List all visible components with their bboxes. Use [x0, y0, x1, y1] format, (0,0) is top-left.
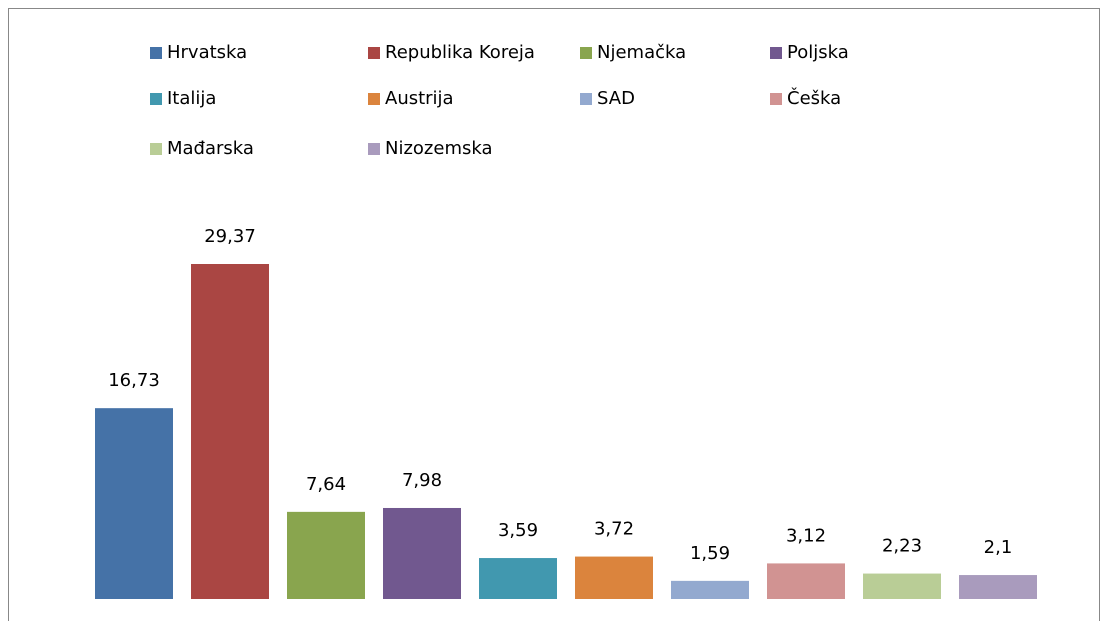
bar [479, 558, 557, 599]
legend-swatch [580, 93, 592, 105]
legend-swatch [368, 143, 380, 155]
data-label: 29,37 [204, 226, 256, 247]
bar [191, 264, 269, 599]
data-label: 7,98 [402, 470, 442, 491]
bar [959, 575, 1037, 599]
data-label: 2,23 [882, 536, 922, 557]
legend-swatch [580, 47, 592, 59]
data-label: 7,64 [306, 474, 346, 495]
bar [863, 573, 941, 599]
bar [671, 580, 749, 599]
legend-label: Mađarska [167, 138, 254, 159]
bar [575, 556, 653, 599]
legend-swatch [150, 93, 162, 105]
bar [95, 408, 173, 599]
bar [767, 563, 845, 599]
legend-label: Češka [787, 87, 841, 109]
bar [287, 511, 365, 599]
legend-swatch [368, 47, 380, 59]
data-label: 16,73 [108, 370, 160, 391]
data-label: 3,12 [786, 525, 826, 546]
legend-swatch [770, 47, 782, 59]
legend-label: Nizozemska [385, 138, 493, 159]
data-label: 2,1 [984, 537, 1013, 558]
legend-label: Austrija [385, 88, 454, 109]
legend-swatch [150, 143, 162, 155]
legend-label: Njemačka [597, 42, 686, 63]
data-label: 3,59 [498, 520, 538, 541]
data-label: 3,72 [594, 519, 634, 540]
legend-label: Hrvatska [167, 42, 247, 63]
legend-label: SAD [597, 88, 635, 109]
legend-label: Italija [167, 88, 216, 109]
data-label: 1,59 [690, 543, 730, 564]
chart-border [8, 8, 1100, 621]
legend-swatch [770, 93, 782, 105]
legend-label: Poljska [787, 42, 849, 63]
legend-label: Republika Koreja [385, 42, 535, 63]
legend-swatch [150, 47, 162, 59]
bar [383, 507, 461, 599]
legend-swatch [368, 93, 380, 105]
